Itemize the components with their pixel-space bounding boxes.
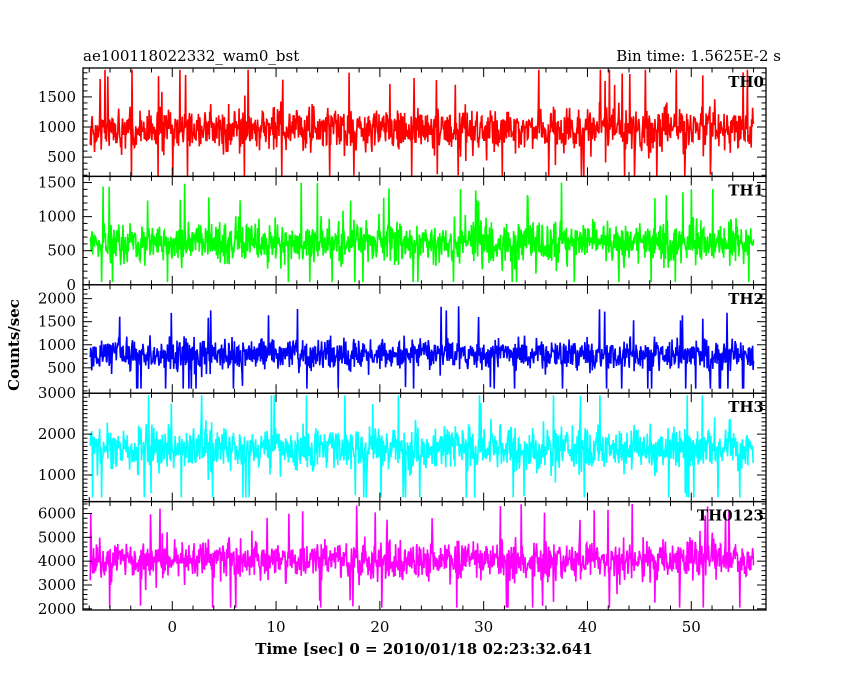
y-tick-label: 0 bbox=[66, 276, 76, 294]
panel-th2: 500 1000 1500 2000 TH2 bbox=[38, 284, 767, 394]
y-tick-label: 500 bbox=[47, 359, 76, 377]
y-tick-label: 1500 bbox=[38, 88, 76, 106]
y-tick-label: 1000 bbox=[38, 466, 76, 484]
x-tick-label: 30 bbox=[474, 618, 493, 636]
x-tick-label: 0 bbox=[167, 618, 177, 636]
y-tick-label: 1500 bbox=[38, 174, 76, 192]
channel-label: TH0123 bbox=[697, 507, 764, 525]
channel-label: TH1 bbox=[728, 181, 764, 199]
x-tick-label: 40 bbox=[578, 618, 597, 636]
y-tick-label: 2000 bbox=[38, 600, 76, 618]
y-tick-label: 1000 bbox=[38, 336, 76, 354]
chart-subtitle: Bin time: 1.5625E-2 s bbox=[616, 47, 781, 65]
y-tick-label: 6000 bbox=[38, 505, 76, 523]
series-line-th3 bbox=[89, 395, 755, 498]
y-tick-label: 3000 bbox=[38, 576, 76, 594]
y-tick-label: 2000 bbox=[38, 290, 76, 308]
channel-label: TH3 bbox=[728, 398, 764, 416]
y-tick-label: 1500 bbox=[38, 313, 76, 331]
panel-th3: 1000 2000 3000 TH3 bbox=[38, 384, 767, 503]
x-tick-label: 20 bbox=[370, 618, 389, 636]
y-tick-label: 1000 bbox=[38, 208, 76, 226]
y-tick-label: 500 bbox=[47, 148, 76, 166]
series-line-th2 bbox=[89, 306, 755, 389]
y-tick-label: 3000 bbox=[38, 384, 76, 402]
series-line-th0 bbox=[89, 69, 755, 176]
channel-label: TH2 bbox=[728, 290, 764, 308]
y-tick-label: 500 bbox=[47, 242, 76, 260]
y-tick-label: 2000 bbox=[38, 425, 76, 443]
series-line-th1 bbox=[89, 182, 755, 283]
y-tick-label: 5000 bbox=[38, 528, 76, 546]
y-tick-label: 1000 bbox=[38, 118, 76, 136]
channel-label: TH0 bbox=[728, 73, 764, 91]
panel-th0: 500 1000 1500 TH0 bbox=[38, 67, 767, 178]
panel-th0123: 2000 3000 4000 5000 6000 TH0123 bbox=[38, 500, 767, 618]
y-axis-label: Counts/sec bbox=[5, 299, 23, 391]
panel-th1: 0 500 1000 1500 TH1 bbox=[38, 174, 767, 294]
y-tick-label: 4000 bbox=[38, 552, 76, 570]
panel-frame bbox=[82, 500, 767, 611]
chart-title: ae100118022332_wam0_bst bbox=[83, 47, 299, 65]
x-tick-label: 50 bbox=[682, 618, 701, 636]
series-line-th0123 bbox=[89, 503, 755, 608]
x-axis-label: Time [sec] 0 = 2010/01/18 02:23:32.641 bbox=[255, 640, 592, 658]
x-tick-label: 10 bbox=[267, 618, 286, 636]
